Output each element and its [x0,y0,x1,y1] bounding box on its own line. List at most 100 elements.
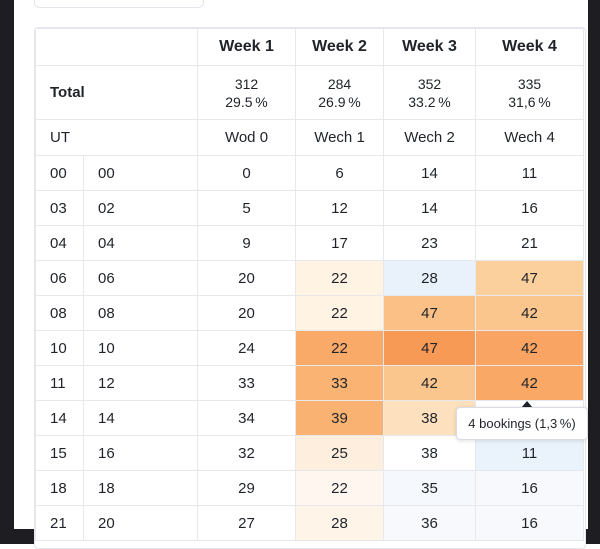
total-cell: 352 33.2 % [383,65,476,120]
total-count: 284 [327,75,352,92]
value-cell[interactable]: 36 [383,505,476,541]
window-frame-right [588,0,600,544]
hour-end-cell: 10 [83,330,198,366]
value-cell[interactable]: 33 [295,365,384,401]
table-row: 08 08 20 22 47 42 [35,295,584,331]
table-row: 21 20 27 28 36 16 [35,505,584,541]
hour-start-cell: 06 [35,260,84,296]
window-frame-left [0,0,14,544]
hour-start-cell: 04 [35,225,84,261]
total-row: Total 312 29.5 % 284 26.9 % 352 33.2 % 3… [35,65,584,120]
hour-start-cell: 18 [35,470,84,506]
value-cell[interactable]: 22 [295,470,384,506]
value-cell[interactable]: 23 [383,225,476,261]
total-percent: 29.5 % [225,93,268,110]
value-cell[interactable]: 20 [197,295,296,331]
value-cell[interactable]: 5 [197,190,296,226]
total-percent: 31,6 % [508,93,551,110]
table-row: 11 12 33 33 42 42 [35,365,584,401]
value-cell[interactable]: 47 [383,295,476,331]
total-cell: 335 31,6 % [475,65,584,120]
value-cell[interactable]: 47 [475,260,584,296]
value-cell[interactable]: 33 [197,365,296,401]
value-cell[interactable]: 24 [197,330,296,366]
subheader-label: UT [35,119,198,156]
total-cell: 284 26.9 % [295,65,384,120]
value-cell[interactable]: 17 [295,225,384,261]
total-count: 312 [234,75,259,92]
subheader-col: Wod 0 [197,119,296,156]
value-cell[interactable]: 12 [295,190,384,226]
table-row: 15 16 32 25 38 11 [35,435,584,471]
hour-start-cell: 10 [35,330,84,366]
hour-start-cell: 21 [35,505,84,541]
hour-start-cell: 14 [35,400,84,436]
value-cell[interactable]: 35 [383,470,476,506]
value-cell[interactable]: 6 [295,155,384,191]
total-label: Total [35,65,198,120]
table-row: 10 10 24 22 47 42 [35,330,584,366]
value-cell[interactable]: 38 [383,435,476,471]
header-week-1[interactable]: Week 1 [197,28,296,66]
hour-end-cell: 06 [83,260,198,296]
value-cell[interactable]: 21 [475,225,584,261]
table-row: 06 06 20 22 28 47 [35,260,584,296]
total-percent: 26.9 % [318,93,361,110]
total-count: 352 [417,75,442,92]
hour-end-cell: 12 [83,365,198,401]
value-cell[interactable]: 11 [475,155,584,191]
subheader-col: Wech 2 [383,119,476,156]
value-cell[interactable]: 34 [197,400,296,436]
value-cell[interactable]: 39 [295,400,384,436]
table-row: 18 18 29 22 35 16 [35,470,584,506]
data-rows: 00 00 0 6 14 11 03 02 5 12 14 16 04 04 9 17 23 21 06 06 20 22… [35,155,584,541]
subheader-col: Wech 1 [295,119,384,156]
value-cell[interactable]: 27 [197,505,296,541]
value-cell[interactable]: 42 [475,365,584,401]
value-cell[interactable]: 22 [295,295,384,331]
value-cell[interactable]: 29 [197,470,296,506]
table-row: 04 04 9 17 23 21 [35,225,584,261]
cell-tooltip: 4 bookings (1,3 %) [456,407,588,440]
value-cell[interactable]: 14 [383,155,476,191]
value-cell[interactable]: 14 [383,190,476,226]
value-cell[interactable]: 22 [295,330,384,366]
value-cell[interactable]: 11 [475,435,584,471]
subheader-row: UT Wod 0 Wech 1 Wech 2 Wech 4 [35,119,584,156]
value-cell[interactable]: 16 [475,190,584,226]
hour-start-cell: 03 [35,190,84,226]
value-cell[interactable]: 22 [295,260,384,296]
hour-end-cell: 14 [83,400,198,436]
hour-end-cell: 18 [83,470,198,506]
hour-start-cell: 00 [35,155,84,191]
value-cell[interactable]: 20 [197,260,296,296]
hour-end-cell: 16 [83,435,198,471]
header-week-2[interactable]: Week 2 [295,28,384,66]
subheader-col: Wech 4 [475,119,584,156]
value-cell[interactable]: 47 [383,330,476,366]
total-percent: 33.2 % [408,93,451,110]
header-week-3[interactable]: Week 3 [383,28,476,66]
hour-end-cell: 02 [83,190,198,226]
header-week-4[interactable]: Week 4 [475,28,584,66]
top-tab-control[interactable] [34,0,204,8]
cohort-table: Week 1 Week 2 Week 3 Week 4 Total 312 29… [35,28,584,541]
tooltip-arrow [521,401,533,408]
total-cell: 312 29.5 % [197,65,296,120]
value-cell[interactable]: 28 [383,260,476,296]
hour-start-cell: 15 [35,435,84,471]
value-cell[interactable]: 28 [295,505,384,541]
header-row: Week 1 Week 2 Week 3 Week 4 [35,28,584,66]
value-cell[interactable]: 42 [383,365,476,401]
value-cell[interactable]: 25 [295,435,384,471]
hour-end-cell: 08 [83,295,198,331]
value-cell[interactable]: 32 [197,435,296,471]
value-cell[interactable]: 42 [475,295,584,331]
value-cell[interactable]: 16 [475,505,584,541]
value-cell[interactable]: 9 [197,225,296,261]
total-count: 335 [517,75,542,92]
value-cell[interactable]: 0 [197,155,296,191]
value-cell[interactable]: 42 [475,330,584,366]
hour-end-cell: 04 [83,225,198,261]
value-cell[interactable]: 16 [475,470,584,506]
